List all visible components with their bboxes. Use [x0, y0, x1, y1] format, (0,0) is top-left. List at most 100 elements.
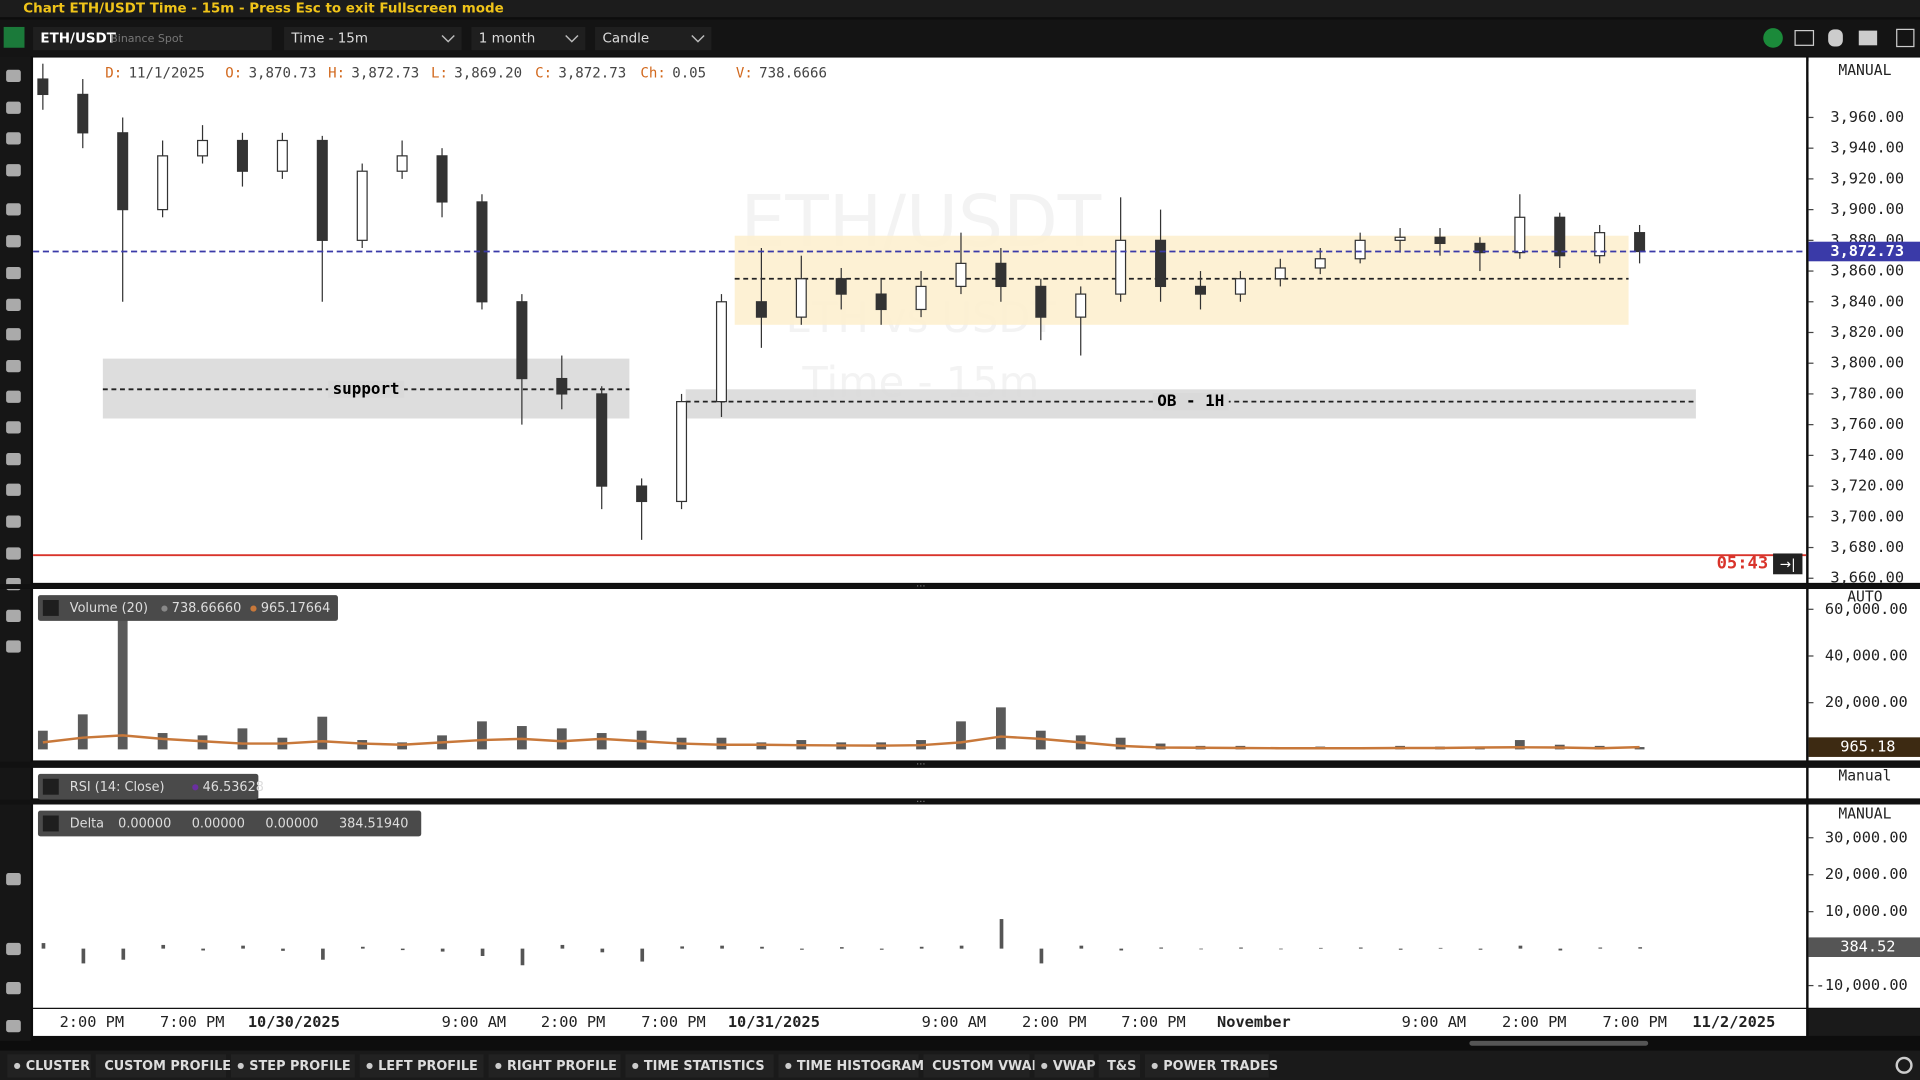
range: 1 month — [479, 32, 536, 47]
tool-icon[interactable] — [6, 609, 21, 623]
volume-bar — [77, 714, 88, 750]
y-tick-label: 3,720.00 — [1830, 477, 1904, 495]
scroll-to-end[interactable] — [1773, 553, 1803, 575]
tool-icon[interactable] — [6, 101, 21, 114]
tool-icon[interactable] — [6, 328, 21, 341]
candle-body — [1434, 236, 1446, 245]
tab[interactable] — [1034, 1054, 1094, 1078]
icon[interactable] — [1896, 28, 1915, 48]
info-value: 3,869.20 — [454, 65, 522, 81]
y-tick-label: -10,000.00 — [1816, 976, 1908, 994]
symbol-box[interactable] — [33, 26, 272, 51]
scale-mode[interactable]: Manual — [1838, 767, 1891, 784]
x-tick-label: 2:00 PM — [541, 1013, 605, 1031]
candle-body — [795, 278, 807, 318]
indicator-legend[interactable] — [37, 595, 338, 621]
icon[interactable] — [1828, 29, 1843, 47]
y-tick-label: 3,780.00 — [1830, 384, 1904, 402]
candle-body — [117, 132, 129, 211]
settings-icon[interactable] — [1895, 1056, 1913, 1074]
tab[interactable] — [359, 1054, 484, 1078]
indicator-title: RSI (14: Close) — [70, 780, 165, 795]
indicator-icon — [42, 815, 59, 832]
volume-bar — [117, 609, 128, 750]
tab[interactable] — [7, 1054, 91, 1078]
tool-icon[interactable] — [6, 390, 21, 403]
info-label: V: — [736, 65, 753, 81]
candle-body — [875, 293, 887, 311]
y-tick-label: 3,660.00 — [1830, 569, 1904, 587]
tab-list: CLUSTER CUSTOM PROFILE STEP PROFILE LEFT PR… — [7, 1054, 1913, 1078]
scrollbar[interactable] — [1469, 1040, 1649, 1046]
candle-body — [436, 155, 448, 203]
tool-icon[interactable] — [6, 453, 21, 466]
time-axis — [33, 1008, 1807, 1036]
tab[interactable] — [1098, 1054, 1140, 1078]
legend-dot — [192, 784, 199, 791]
y-tick-label: 30,000.00 — [1825, 828, 1908, 846]
tool-icon[interactable] — [6, 515, 21, 528]
icon[interactable] — [1858, 30, 1878, 46]
tab[interactable] — [923, 1054, 1030, 1078]
tab-dot — [366, 1062, 373, 1069]
candle-body — [1514, 216, 1526, 254]
indicator-title: Delta — [70, 817, 104, 832]
tool-icon[interactable] — [6, 982, 21, 995]
info-label: Ch: — [640, 65, 665, 81]
tab[interactable] — [625, 1054, 774, 1078]
info-value: 11/1/2025 — [129, 65, 205, 81]
icon[interactable] — [1794, 30, 1815, 46]
scroll-icon: →| — [1780, 557, 1796, 572]
indicator-legend[interactable] — [37, 810, 422, 837]
candle-body — [77, 93, 89, 134]
tool-icon[interactable] — [6, 298, 21, 312]
y-tick-label: 3,860.00 — [1830, 262, 1904, 280]
tool-icon[interactable] — [6, 640, 21, 653]
pane-separator — [0, 799, 1920, 805]
volume-bar — [596, 733, 607, 750]
tool-icon[interactable] — [6, 421, 21, 434]
icon[interactable] — [1763, 28, 1783, 48]
tool-icon[interactable] — [6, 873, 21, 886]
tab[interactable] — [1144, 1054, 1269, 1078]
tool-icon[interactable] — [6, 547, 21, 560]
candle-body — [835, 278, 847, 295]
price-axis — [1808, 57, 1920, 583]
scale-mode[interactable]: AUTO — [1847, 589, 1882, 606]
tool-icon[interactable] — [6, 69, 21, 83]
info-value: 0.05 — [672, 65, 706, 81]
tab[interactable] — [230, 1054, 355, 1078]
y-tick-label: 60,000.00 — [1825, 600, 1908, 618]
menu-button[interactable] — [3, 26, 25, 48]
x-tick-label: 7:00 PM — [160, 1013, 224, 1031]
volume-bar — [237, 728, 248, 750]
tool-icon[interactable] — [6, 942, 21, 956]
tab[interactable] — [95, 1054, 227, 1078]
candle-body — [197, 139, 209, 157]
tool-icon[interactable] — [6, 360, 21, 373]
tool-icon[interactable] — [6, 132, 21, 145]
tool-icon[interactable] — [6, 266, 21, 280]
volume-bar — [956, 721, 966, 750]
indicator-legend[interactable] — [37, 773, 259, 800]
tool-icon[interactable] — [6, 203, 21, 216]
candle-body — [1594, 232, 1606, 257]
scale-mode-bg — [1808, 61, 1920, 83]
candle-body — [1155, 239, 1167, 288]
tab-label: LEFT PROFILE — [378, 1059, 478, 1074]
candle-body — [1194, 285, 1207, 295]
tool-icon[interactable] — [6, 235, 21, 248]
volume-bar — [157, 733, 168, 750]
range-dropdown[interactable] — [471, 26, 586, 51]
tool-icon[interactable] — [6, 164, 21, 177]
candle-body — [516, 301, 528, 380]
tab[interactable] — [488, 1054, 621, 1078]
tool-icon[interactable] — [6, 1020, 21, 1033]
timeframe-dropdown[interactable] — [284, 26, 462, 51]
zone-label-bg — [1152, 393, 1229, 411]
tab[interactable] — [778, 1054, 919, 1078]
scale-mode[interactable]: MANUAL — [1838, 62, 1891, 79]
style-dropdown[interactable] — [595, 26, 712, 51]
tool-icon[interactable] — [6, 483, 21, 496]
scale-mode[interactable]: MANUAL — [1838, 805, 1891, 822]
